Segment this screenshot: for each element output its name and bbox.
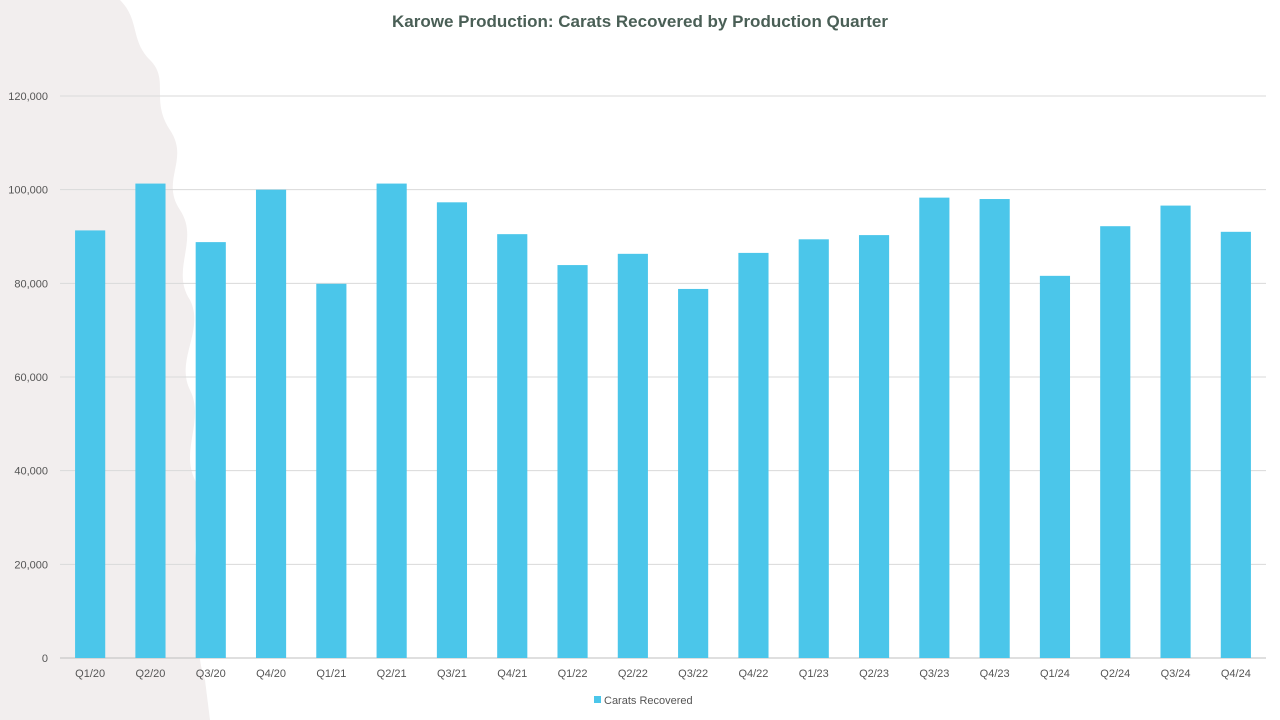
x-tick-label: Q2/24 [1100,668,1130,680]
bar [436,202,468,659]
bar [557,265,588,658]
bar [738,252,769,658]
x-tick-label: Q3/20 [196,668,226,680]
y-axis-ticks: 0 20,000 40,000 60,000 80,000 100,000 120,000 [8,91,48,665]
x-tick-label: Q3/22 [678,668,708,680]
bars [75,183,1251,659]
y-tick-label: 40,000 [14,466,48,478]
legend-swatch [594,696,601,703]
y-tick-label: 120,000 [8,91,48,103]
bar [858,235,890,658]
bar [135,183,166,658]
x-tick-label: Q1/20 [75,668,105,680]
x-tick-label: Q4/23 [980,668,1010,680]
bar [195,242,226,658]
bar [1039,275,1071,658]
y-tick-label: 60,000 [14,372,48,384]
bar [979,199,1010,659]
bar [1220,231,1251,659]
bar [1100,226,1131,659]
bar [497,234,528,659]
x-tick-label: Q4/22 [738,668,768,680]
bar [255,189,287,658]
bar [617,253,648,658]
x-tick-label: Q4/21 [497,668,527,680]
y-tick-label: 100,000 [8,185,48,197]
y-tick-label: 20,000 [14,559,48,571]
x-tick-label: Q3/21 [437,668,467,680]
bar [376,183,407,658]
x-tick-label: Q2/22 [618,668,648,680]
x-tick-label: Q1/23 [799,668,829,680]
x-tick-label: Q2/20 [135,668,165,680]
bar [678,288,709,658]
legend-label: Carats Recovered [604,695,693,707]
y-tick-label: 80,000 [14,278,48,290]
x-tick-label: Q3/24 [1161,668,1191,680]
x-tick-label: Q2/21 [377,668,407,680]
bar [75,230,106,658]
x-tick-label: Q1/22 [558,668,588,680]
x-tick-label: Q1/24 [1040,668,1070,680]
x-axis-ticks: Q1/20 Q2/20 Q3/20 Q4/20 Q1/21 Q2/21 Q3/21 Q4/21… [75,668,1251,680]
x-tick-label: Q2/23 [859,668,889,680]
x-tick-label: Q3/23 [919,668,949,680]
y-tick-label: 0 [42,653,48,665]
bar [798,239,829,658]
x-tick-label: Q4/24 [1221,668,1251,680]
x-tick-label: Q1/21 [316,668,346,680]
bar [1160,205,1191,658]
gridlines [60,95,1266,659]
x-tick-label: Q4/20 [256,668,286,680]
bar [316,283,347,658]
chart-title: Karowe Production: Carats Recovered by P… [392,12,888,31]
bar [919,197,950,658]
legend: Carats Recovered [594,695,693,707]
